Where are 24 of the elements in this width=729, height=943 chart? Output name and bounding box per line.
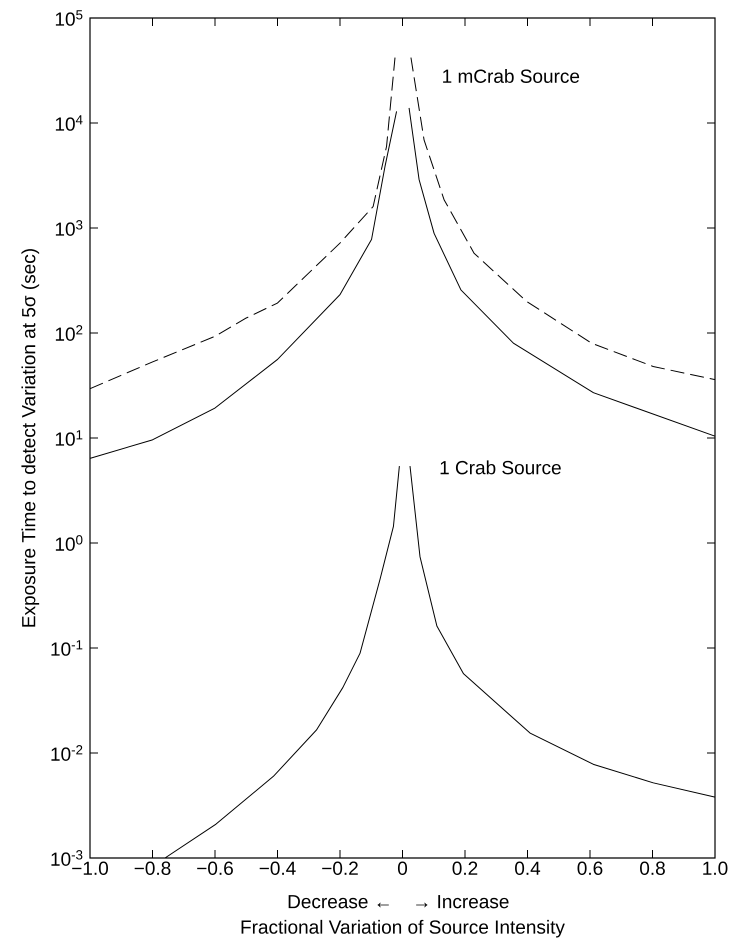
x-tick-label: −0.4 <box>260 862 296 875</box>
x-tick-label: 0.4 <box>515 862 540 875</box>
y-tick-label: 10$^{-1}$ <box>51 640 82 656</box>
x-tick-label: −0.8 <box>134 862 170 875</box>
y-tick-label: 10$^{5}$ <box>56 10 82 26</box>
x-tick-label: −0.6 <box>197 862 233 875</box>
x-tick-label: 0.6 <box>578 862 602 875</box>
text: Decrease ← <box>288 895 389 908</box>
x-axis-title: Fractional Variation of Source Intensity <box>242 920 565 938</box>
x-tick-label: 0.8 <box>640 862 665 875</box>
x-tick-label: 0 <box>398 862 408 875</box>
x-tick-label: 0.2 <box>452 862 478 875</box>
annotation: 1 mCrab Source <box>443 68 580 83</box>
y-tick-label: 10$^{2}$ <box>56 325 82 341</box>
y-tick-label: 10$^{4}$ <box>56 115 83 131</box>
y-tick-label: 10$^{-2}$ <box>51 745 82 761</box>
x-tick-label: −0.2 <box>322 862 358 875</box>
annotation: 1 Crab Source <box>440 460 561 474</box>
y-tick-label: 10$^{1}$ <box>56 430 82 446</box>
y-axis-title: Exposure Time to detect Variation at 5σ (sec) <box>21 249 40 627</box>
y-tick-label: 10$^{3}$ <box>56 220 82 236</box>
y-tick-label: 10$^{0}$ <box>56 535 82 551</box>
text: → Increase <box>416 895 509 908</box>
x-tick-label: 1.0 <box>703 862 728 875</box>
